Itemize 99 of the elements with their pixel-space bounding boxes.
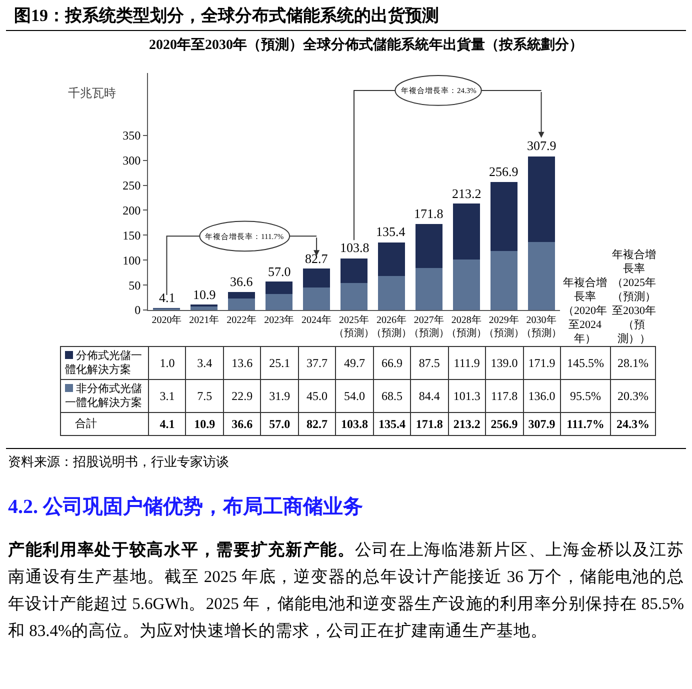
y-tick-label: 350 [122,128,141,143]
y-tick-label: 0 [134,303,141,318]
data-label: 25.1 [260,346,298,380]
data-label: 1.0 [148,346,186,380]
data-label: 37.7 [298,346,336,380]
text: 4.1 [160,416,175,430]
data-label: 101.3 [448,380,486,412]
y-tick-label: 150 [122,228,141,242]
x-tick-label: 2022年 [226,314,257,326]
y-tick-label: 50 [128,278,141,292]
data-label: 87.5 [410,346,448,380]
x-tick-label: 2023年 [264,314,294,326]
total-label: 10.9 [193,287,216,302]
bar [340,258,368,284]
text: 213.2 [453,416,480,430]
bar [452,204,480,260]
data-label: 13.6 [223,346,261,380]
data-label: 22.9 [223,380,261,412]
data-label: 54.0 [336,380,374,412]
bar [378,242,405,276]
text: 4.2. 公司巩固户储优势，布局工商储业务 [8,494,364,520]
data-label: 136.0 [523,380,560,412]
bar [190,306,218,310]
x-tick-label: 2021年 [189,314,220,326]
y-tick-label: 300 [122,154,141,168]
total-label: 256.9 [489,164,518,179]
x-tick-label: 2025年（預測） [334,314,374,339]
data-label: 49.7 [336,346,374,380]
x-tick-label: 2026年（預測） [371,314,412,339]
data-label: 84.4 [410,380,448,412]
data-label: 3.4 [186,346,224,380]
bar [340,283,368,310]
text: 20.3% [610,380,656,412]
bar [378,276,405,310]
y-tick-label: 100 [122,253,141,268]
text: 57.0 [269,416,290,430]
total-label: 82.7 [305,251,328,266]
bar [228,292,256,299]
bar [266,282,293,294]
text: 10.9 [194,416,216,430]
text: 256.9 [490,416,518,430]
bar [452,259,480,310]
text: 年複合增長率（2020年至2024年） [562,276,608,346]
bar [415,224,442,268]
text: 111.7% [560,412,610,436]
data-label: 171.9 [523,346,560,380]
total-label: 4.1 [159,290,176,305]
x-tick-label: 2029年（預測） [484,314,524,339]
y-tick-label: 250 [122,178,141,192]
total-label: 213.2 [452,186,482,201]
text: 资料来源：招股说明书，行业专家访谈 [8,453,230,471]
x-tick-label: 2028年（預測） [446,314,486,339]
total-label: 103.8 [340,240,370,255]
text: 135.4 [378,416,406,430]
y-tick-label: 200 [122,203,141,218]
x-tick-label: 2027年（預測） [408,314,449,339]
text: 年複合增長率（2025年（預測）至2030年（預測）） [611,248,657,346]
chart-title: 图19：按系统类型划分，全球分布式储能系统的出货预测 [6,0,686,31]
total-label: 135.4 [376,224,406,239]
total-label: 57.0 [268,264,291,279]
text: 145.5% [560,346,610,380]
bar [303,268,330,288]
bar [490,182,518,252]
data-label: 7.5 [186,380,224,412]
text: 171.8 [416,416,443,430]
data-label: 66.9 [373,346,411,380]
text: 36.6 [232,416,253,430]
x-tick-label: 2024年 [302,314,332,326]
data-label: 117.8 [486,380,524,412]
bar [490,251,518,310]
total-label: 171.8 [414,206,444,221]
text: 95.5% [560,380,610,412]
data-label: 68.5 [373,380,411,412]
text: 82.7 [306,416,328,430]
total-label: 307.9 [527,138,556,153]
bar [266,294,293,310]
bar [528,156,555,242]
text: 28.1% [610,346,656,380]
data-label: 139.0 [486,346,524,380]
y-axis-title: 千兆瓦時 [68,86,116,100]
legend-label: 非分佈式光儲一體化解決方案 [60,380,148,412]
x-tick-label: 2030年（預測） [521,314,562,339]
chart-subtitle: 2020年至2030年（預測）全球分佈式儲能系統年出貨量（按系統劃分） [148,36,584,54]
x-tick-label: 2020年 [152,314,182,326]
bar [228,298,256,310]
data-label: 31.9 [260,380,298,412]
text: 103.8 [340,416,368,430]
data-label: 111.9 [448,346,486,380]
data-label: 3.1 [148,380,186,412]
bar [528,242,555,310]
text: 24.3% [610,412,656,436]
text: 合計 [60,412,148,436]
bar [303,288,330,310]
total-label: 36.6 [230,274,254,289]
data-label: 45.0 [298,380,336,412]
legend-label: 分佈式光儲一體化解決方案 [60,346,148,380]
text: 产能利用率处于较高水平，需要扩充新产能。 [8,540,355,559]
bar [415,268,442,310]
text: 307.9 [528,416,556,430]
